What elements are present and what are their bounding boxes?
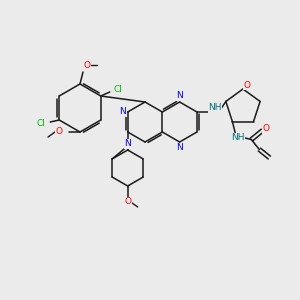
Text: N: N [176,143,183,152]
Text: O: O [124,197,131,206]
Text: O: O [263,124,270,133]
Text: N: N [124,140,131,148]
Text: Cl: Cl [37,119,46,128]
Text: Cl: Cl [113,85,122,94]
Text: O: O [56,128,62,136]
Text: N: N [119,107,126,116]
Text: NH: NH [208,103,222,112]
Text: O: O [244,80,250,89]
Text: O: O [83,61,91,70]
Text: N: N [176,92,183,100]
Text: NH: NH [231,133,244,142]
